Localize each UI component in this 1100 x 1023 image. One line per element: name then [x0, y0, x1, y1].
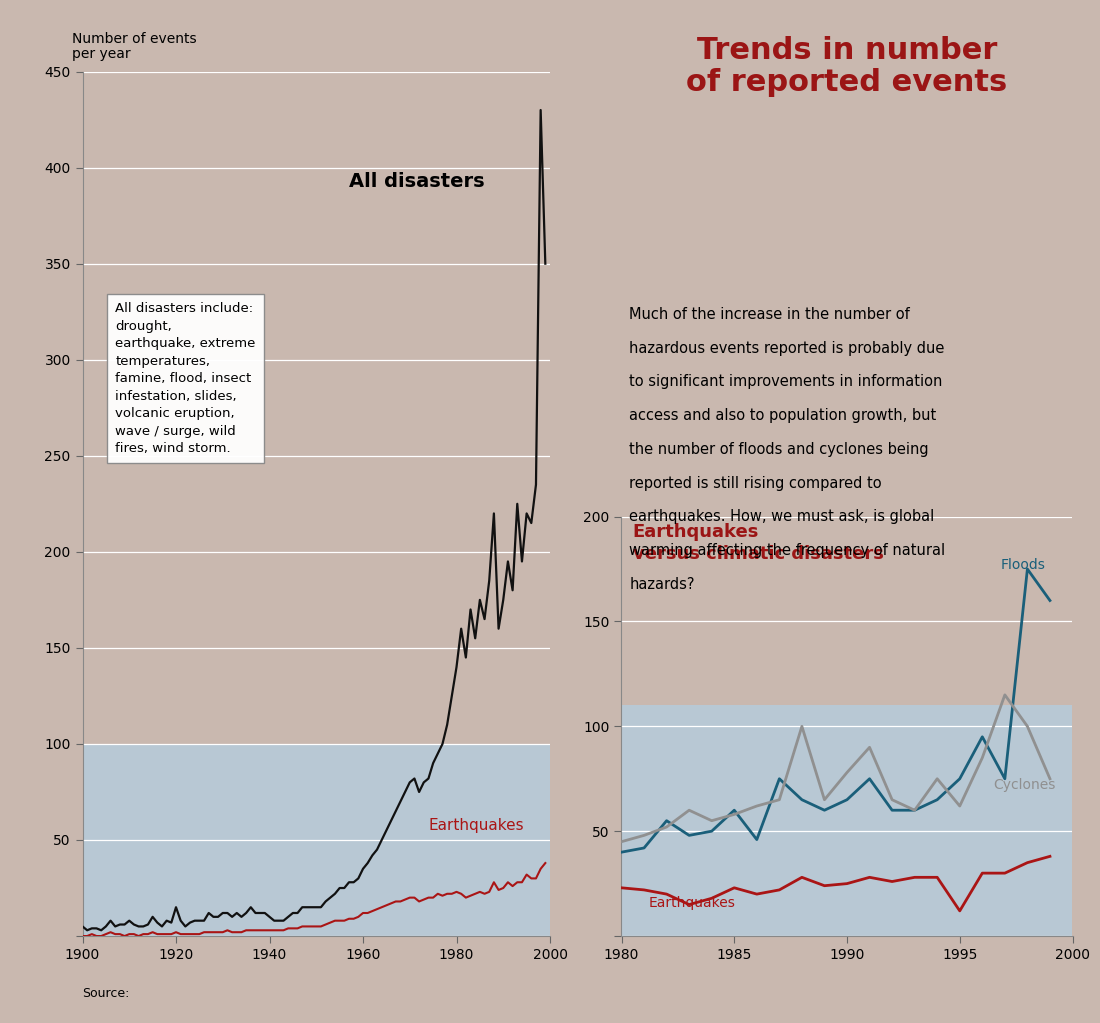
Bar: [621, 706, 1072, 936]
Text: Earthquakes: Earthquakes: [428, 818, 524, 834]
Text: reported is still rising compared to: reported is still rising compared to: [629, 476, 882, 491]
Text: hazardous events reported is probably due: hazardous events reported is probably du…: [629, 341, 945, 356]
Text: Much of the increase in the number of: Much of the increase in the number of: [629, 307, 910, 322]
Text: Source:: Source:: [82, 987, 130, 1000]
Text: warming affecting the frequency of natural: warming affecting the frequency of natur…: [629, 543, 945, 559]
Text: Trends in number
of reported events: Trends in number of reported events: [686, 36, 1008, 97]
Text: the number of floods and cyclones being: the number of floods and cyclones being: [629, 442, 928, 457]
Bar: [82, 72, 550, 744]
Text: to significant improvements in information: to significant improvements in informati…: [629, 374, 943, 390]
Text: Floods: Floods: [1000, 558, 1045, 572]
Text: All disasters: All disasters: [349, 172, 485, 191]
Text: access and also to population growth, but: access and also to population growth, bu…: [629, 408, 936, 424]
Bar: [621, 517, 1072, 706]
Bar: [82, 744, 550, 936]
Text: Cyclones: Cyclones: [993, 779, 1056, 792]
Text: Earthquakes
versus climatic disasters: Earthquakes versus climatic disasters: [632, 523, 883, 563]
Text: hazards?: hazards?: [629, 577, 695, 592]
Text: All disasters include:
drought,
earthquake, extreme
temperatures,
famine, flood,: All disasters include: drought, earthqua…: [116, 302, 255, 455]
Text: earthquakes. How, we must ask, is global: earthquakes. How, we must ask, is global: [629, 509, 934, 525]
Text: per year: per year: [72, 47, 130, 61]
Text: Earthquakes: Earthquakes: [649, 896, 736, 909]
Text: Number of events: Number of events: [72, 32, 196, 46]
